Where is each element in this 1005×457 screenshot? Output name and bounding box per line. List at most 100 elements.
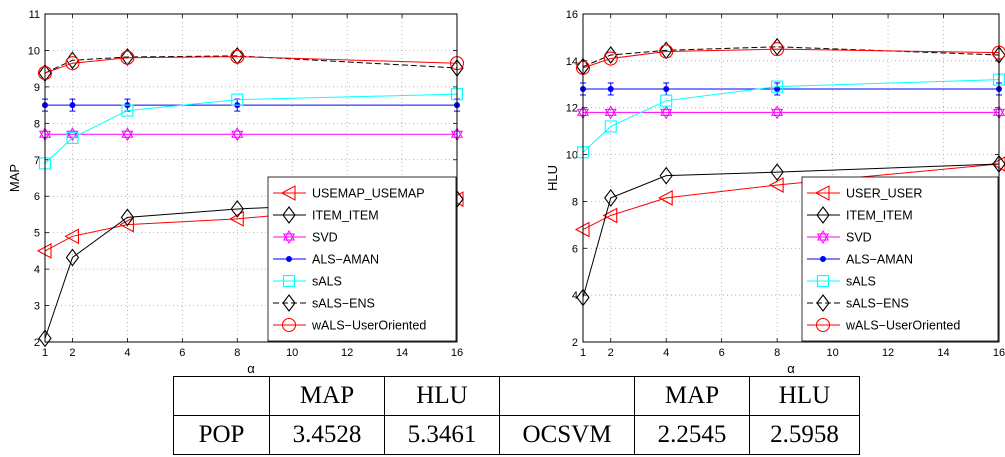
legend-marker-part — [282, 233, 296, 244]
data-point-part — [231, 130, 244, 142]
axes-frame — [582, 13, 1000, 343]
y-tick-label: 16 — [566, 9, 578, 21]
data-point — [231, 127, 244, 142]
y-tick-label: 2 — [572, 337, 578, 349]
data-point — [64, 228, 80, 245]
data-point-part — [660, 105, 673, 116]
y-tick-label: 4 — [34, 264, 40, 276]
legend-label: ALS−AMAN — [312, 253, 379, 267]
data-point-part — [121, 127, 134, 138]
x-axis-label: α — [247, 361, 255, 375]
legend-label: ITEM_ITEM — [846, 209, 913, 223]
legend-label: SVD — [846, 231, 872, 245]
legend-label: USEMAP_USEMAP — [312, 187, 425, 201]
data-point — [229, 210, 244, 227]
data-point — [120, 208, 135, 227]
legend-marker — [815, 317, 831, 333]
table-cell: 2.2545 — [634, 415, 750, 455]
legend-marker — [816, 206, 830, 224]
y-tick-label: 3 — [34, 301, 40, 313]
data-point — [120, 50, 135, 65]
data-point — [602, 207, 618, 224]
legend-label: wALS−UserOriented — [845, 319, 960, 333]
y-tick-label: 10 — [566, 150, 578, 162]
table-header-row: MAP HLU MAP HLU — [173, 376, 860, 416]
legend-marker — [282, 294, 296, 312]
series-line — [44, 93, 458, 164]
y-tick-label: 10 — [28, 45, 40, 57]
table-cell — [173, 376, 270, 416]
x-tick-label: 1 — [42, 347, 48, 359]
data-point — [231, 93, 244, 106]
legend-marker — [820, 256, 826, 262]
x-tick-label: 16 — [451, 347, 463, 359]
map-chart: 1 2 4 6 8 10 12 14 16234567891011αMAPUSEMAP_USEM… — [7, 9, 465, 375]
legend-marker-part — [816, 230, 830, 241]
table-cell: HLU — [384, 376, 500, 416]
legend: USER_USER ITEM_ITEM SVD ALS−AMAN sALS sALS−EN… — [801, 176, 999, 342]
data-point — [663, 85, 670, 92]
legend-marker — [816, 230, 830, 244]
data-point — [69, 102, 76, 109]
y-tick-label: 14 — [566, 56, 578, 68]
legend-marker — [282, 230, 296, 244]
legend-label: sALS — [312, 275, 342, 289]
data-point — [658, 189, 673, 206]
data-point — [604, 120, 617, 133]
x-tick-label: 14 — [396, 347, 408, 359]
x-tick-label: 6 — [719, 347, 725, 359]
table-cell: OCSVM — [499, 415, 635, 455]
data-point-part — [771, 105, 784, 116]
legend-label: sALS — [846, 275, 876, 289]
data-point — [121, 127, 134, 142]
data-point-part — [121, 130, 134, 142]
y-tick-label: 11 — [29, 9, 40, 21]
legend-marker — [816, 274, 830, 288]
legend: USEMAP_USEMAP ITEM_ITEM SVD ALS−AMAN sALS sAL… — [267, 176, 457, 342]
data-point-part — [660, 108, 673, 120]
data-point — [770, 42, 785, 57]
data-point — [38, 329, 52, 348]
table-cell: 2.5958 — [749, 415, 860, 455]
legend-label: USER_USER — [846, 187, 922, 201]
table-cell: MAP — [634, 376, 750, 416]
y-tick-label: 8 — [34, 118, 40, 130]
x-tick-label: 4 — [124, 347, 130, 359]
legend-label: sALS−ENS — [312, 297, 375, 311]
x-axis-label: α — [787, 361, 795, 375]
legend-label: ITEM_ITEM — [312, 209, 379, 223]
series-line — [582, 79, 1000, 153]
data-point — [604, 46, 618, 64]
data-point — [230, 46, 244, 65]
legend-marker-part — [282, 230, 296, 241]
data-point — [660, 94, 673, 107]
data-point — [659, 166, 673, 185]
x-tick-label: 6 — [179, 347, 185, 359]
x-tick-label: 2 — [69, 347, 75, 359]
data-point — [230, 49, 245, 64]
x-tick-label: 14 — [937, 347, 949, 359]
series-line — [44, 56, 458, 74]
hlu-chart: 1 2 4 6 8 10 12 14 16246810121416αHLUUSER_USERIT… — [545, 9, 1005, 375]
y-tick-label: 2 — [34, 337, 40, 349]
legend-label: sALS−ENS — [846, 297, 909, 311]
y-tick-label: 12 — [566, 103, 578, 115]
legend-marker-part — [816, 233, 830, 244]
legend-marker — [280, 185, 296, 201]
data-point — [660, 105, 673, 120]
data-point — [659, 44, 674, 59]
y-tick-label: 9 — [34, 82, 40, 94]
series-ALS−AMAN — [580, 82, 1002, 96]
y-axis-label: HLU — [545, 165, 560, 191]
y-tick-label: 8 — [572, 196, 578, 208]
data-point — [771, 105, 784, 120]
y-tick-label: 4 — [572, 290, 578, 302]
series-line — [44, 55, 458, 74]
data-point — [119, 216, 134, 233]
data-point-part — [604, 108, 617, 120]
legend-label: SVD — [312, 231, 338, 245]
series-line — [582, 163, 1000, 298]
data-point — [230, 200, 244, 218]
data-point — [604, 188, 618, 207]
